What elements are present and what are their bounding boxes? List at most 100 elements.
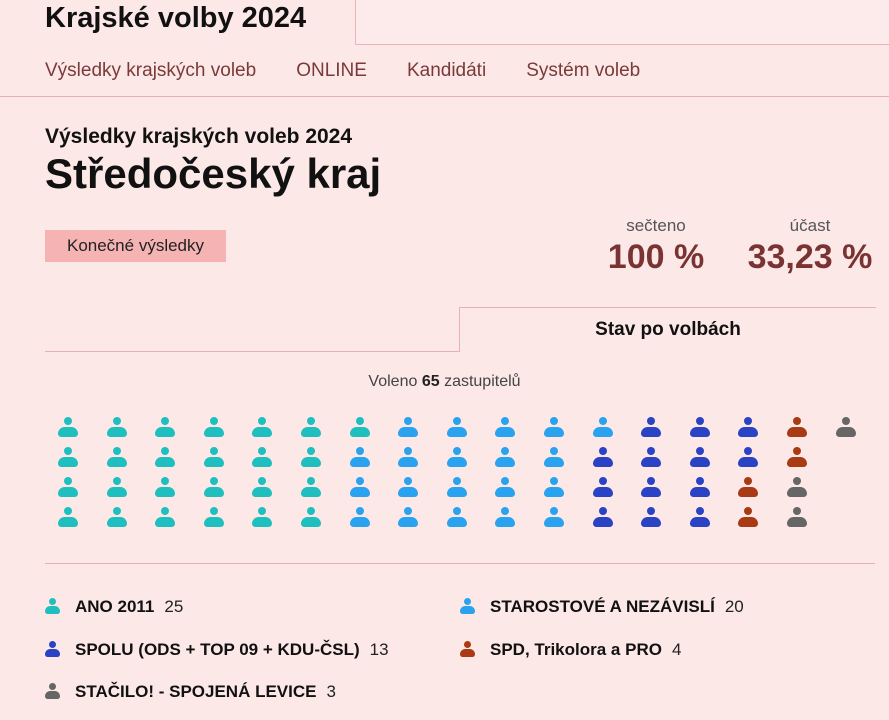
person-icon: [45, 640, 61, 660]
person-icon: [460, 640, 476, 660]
turnout-value: 33,23 %: [747, 238, 873, 276]
legend-item: STAČILO! - SPOJENÁ LEVICE 3: [45, 682, 336, 702]
party-name: STAČILO! - SPOJENÁ LEVICE: [75, 682, 317, 701]
seat-icon: [494, 447, 516, 471]
seat-icon: [300, 507, 322, 531]
seat-icon: [592, 507, 614, 531]
person-icon: [45, 597, 61, 617]
party-seat-count: 25: [164, 597, 184, 616]
party-name: SPOLU (ODS + TOP 09 + KDU-ČSL): [75, 640, 360, 659]
nav-item-results[interactable]: Výsledky krajských voleb: [45, 60, 257, 81]
seat-icon: [154, 477, 176, 501]
seat-icon: [689, 417, 711, 441]
seat-icon: [349, 477, 371, 501]
turnout-stat: účast 33,23 %: [742, 216, 878, 277]
counted-label: sečteno: [626, 216, 686, 235]
turnout-label: účast: [789, 216, 831, 235]
seat-icon: [786, 447, 808, 471]
party-seat-count: 3: [326, 682, 336, 701]
seat-icon: [446, 477, 468, 501]
party-name: ANO 2011: [75, 597, 155, 616]
person-icon: [45, 682, 61, 702]
seat-icon: [446, 447, 468, 471]
party-name: SPD, Trikolora a PRO: [490, 640, 662, 659]
seat-icon: [349, 447, 371, 471]
seat-icon: [640, 417, 662, 441]
seat-icon: [640, 477, 662, 501]
seat-icon: [689, 507, 711, 531]
seat-icon: [106, 417, 128, 441]
party-seat-count: 20: [724, 597, 744, 616]
seat-icon: [640, 507, 662, 531]
nav-divider: [0, 96, 889, 97]
seat-icon: [543, 447, 565, 471]
main-nav: Výsledky krajských voleb ONLINE Kandidát…: [45, 60, 680, 82]
header-panel: [355, 0, 889, 45]
seat-icon: [57, 447, 79, 471]
nav-item-electoral-system[interactable]: Systém voleb: [526, 60, 641, 81]
legend-item: ANO 2011 25: [45, 597, 183, 617]
seat-icon: [57, 507, 79, 531]
seat-icon: [397, 507, 419, 531]
seat-icon: [251, 447, 273, 471]
seat-icon: [397, 417, 419, 441]
elected-summary: Voleno 65 zastupitelů: [0, 373, 889, 391]
seat-icon: [57, 417, 79, 441]
seat-icon: [494, 507, 516, 531]
elected-suffix: zastupitelů: [444, 373, 521, 390]
seat-icon: [446, 417, 468, 441]
seat-icon: [251, 477, 273, 501]
seat-icon: [737, 477, 759, 501]
nav-item-online[interactable]: ONLINE: [296, 60, 367, 81]
seat-icon: [397, 447, 419, 471]
seat-divider: [45, 563, 875, 564]
party-seat-count: 4: [671, 640, 682, 659]
site-title[interactable]: Krajské volby 2024: [45, 2, 307, 34]
seat-icon: [300, 477, 322, 501]
results-subtitle: Výsledky krajských voleb 2024: [45, 125, 353, 148]
seat-icon: [543, 507, 565, 531]
elected-count: 65: [421, 373, 440, 390]
status-badge: Konečné výsledky: [45, 230, 226, 262]
seat-icon: [203, 507, 225, 531]
seat-icon: [57, 477, 79, 501]
seat-icon: [106, 507, 128, 531]
seat-icon: [689, 447, 711, 471]
party-name: STAROSTOVÉ A NEZÁVISLÍ: [490, 597, 715, 616]
seat-icon: [689, 477, 711, 501]
seat-icon: [251, 417, 273, 441]
seat-icon: [106, 477, 128, 501]
seat-icon: [494, 477, 516, 501]
seat-icon: [592, 447, 614, 471]
seat-icon: [154, 447, 176, 471]
seat-icon: [154, 507, 176, 531]
seat-icon: [543, 417, 565, 441]
seat-icon: [640, 447, 662, 471]
seat-icon: [786, 507, 808, 531]
seat-icon: [592, 417, 614, 441]
tab-divider: [45, 351, 459, 352]
counted-stat: sečteno 100 %: [600, 216, 712, 277]
nav-item-candidates[interactable]: Kandidáti: [406, 60, 487, 81]
seat-icon: [300, 417, 322, 441]
counted-value: 100 %: [607, 238, 705, 276]
tab-state-after-election[interactable]: Stav po volbách: [459, 307, 876, 352]
seat-icon: [203, 417, 225, 441]
seat-icon: [835, 417, 857, 441]
party-seat-count: 13: [369, 640, 389, 659]
seat-icon: [446, 507, 468, 531]
seat-icon: [349, 507, 371, 531]
region-title: Středočeský kraj: [45, 150, 382, 197]
seat-chart: [57, 417, 857, 531]
person-icon: [460, 597, 476, 617]
seat-icon: [397, 477, 419, 501]
seat-icon: [349, 417, 371, 441]
seat-icon: [737, 507, 759, 531]
seat-icon: [106, 447, 128, 471]
seat-icon: [203, 477, 225, 501]
legend-item: SPD, Trikolora a PRO 4: [460, 640, 681, 660]
seat-icon: [737, 447, 759, 471]
seat-icon: [543, 477, 565, 501]
elected-prefix: Voleno: [368, 373, 418, 390]
